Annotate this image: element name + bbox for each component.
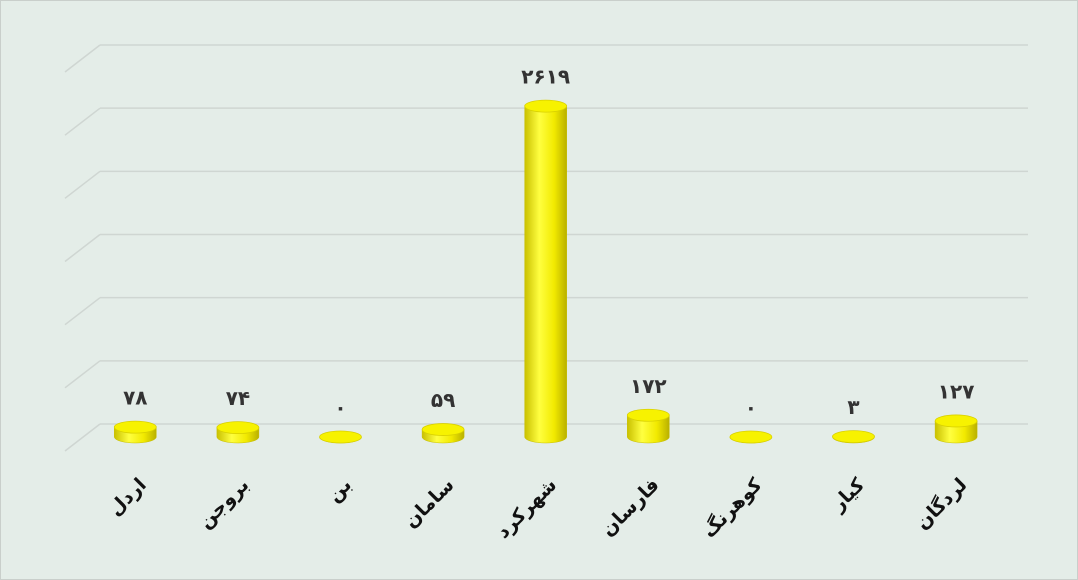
bar-top [216,421,260,435]
value-label: ۷۸ [123,386,147,410]
bar-top [626,408,670,422]
bar-top [524,99,568,113]
bar-top [832,430,875,444]
bar-top [319,430,362,444]
bar-top [934,414,978,428]
grid-line-depth [64,233,101,263]
value-label: ۷۴ [226,386,250,410]
value-label: ۵۹ [431,388,455,412]
grid-line-depth [64,423,101,452]
value-label: ۲۶۱۹ [521,65,570,89]
value-label: ۳ [847,395,859,419]
grid-line-depth [64,170,101,199]
grid-line-depth [64,297,101,326]
grid-line-depth [64,107,101,136]
value-label: ۱۲۷ [938,379,975,403]
bar [524,105,567,444]
value-label: ۰ [334,396,346,420]
bar-top [113,420,157,434]
bar-top [729,430,773,444]
value-label: ۰ [745,396,757,420]
bar [627,415,670,444]
bar-top [421,423,465,436]
grid-line-depth [64,44,101,73]
value-label: ۱۷۲ [630,374,667,398]
grid-line-depth [64,360,101,389]
